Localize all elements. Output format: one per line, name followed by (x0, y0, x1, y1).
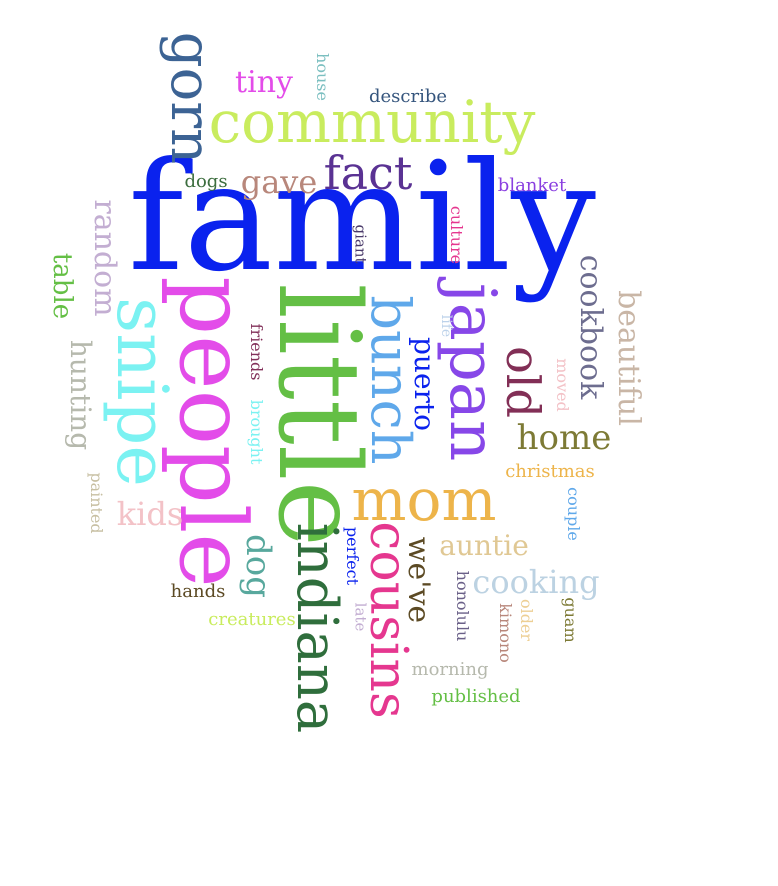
word-honolulu: honolulu (453, 570, 472, 642)
word-hunting: hunting (64, 339, 97, 451)
word-culture: culture (447, 205, 466, 265)
word-puerto: puerto (408, 336, 441, 432)
word-snipe: snipe (101, 297, 183, 487)
word-random: random (87, 199, 122, 317)
word-home: home (516, 418, 612, 458)
word-morning: morning (411, 659, 489, 680)
word-blanket: blanket (497, 175, 567, 196)
word-dogs: dogs (184, 171, 228, 192)
word-dog: dog (238, 534, 278, 598)
word-couple: couple (564, 487, 583, 541)
word-community: community (208, 88, 536, 156)
word-published: published (431, 686, 521, 707)
word-creatures: creatures (208, 609, 296, 630)
word-table: table (47, 252, 77, 320)
word-moved: moved (553, 358, 572, 412)
word-christmas: christmas (505, 461, 595, 482)
word-gorn: gorn (158, 31, 223, 165)
word-guam: guam (561, 597, 580, 643)
word-painted: painted (87, 472, 106, 534)
word-indiana: indiana (284, 522, 349, 734)
word-kimono: kimono (496, 603, 515, 663)
word-house: house (313, 53, 332, 101)
word-kids: kids (116, 495, 184, 533)
word-mom: mom (351, 466, 497, 534)
word-perfect: perfect (343, 526, 362, 586)
word-tiny: tiny (235, 65, 293, 100)
word-giant: giant (351, 224, 370, 264)
word-brought: brought (247, 399, 266, 465)
word-older: older (517, 598, 536, 642)
word-fact: fact (323, 146, 413, 200)
word-japan: japan (435, 282, 509, 462)
word-late: late (351, 602, 370, 632)
word-cooking: cooking (472, 563, 600, 601)
word-life: life (438, 314, 454, 338)
word-old: old (496, 346, 550, 418)
word-cookbook: cookbook (573, 254, 608, 400)
word-auntie: auntie (439, 529, 529, 562)
word-hands: hands (170, 581, 226, 602)
word-beautiful: beautiful (611, 290, 646, 426)
word-friends: friends (247, 323, 266, 381)
word-describe: describe (368, 86, 448, 107)
word-gave: gave (240, 163, 318, 201)
word-weve: we've (401, 536, 436, 624)
word-family: family (128, 131, 596, 305)
